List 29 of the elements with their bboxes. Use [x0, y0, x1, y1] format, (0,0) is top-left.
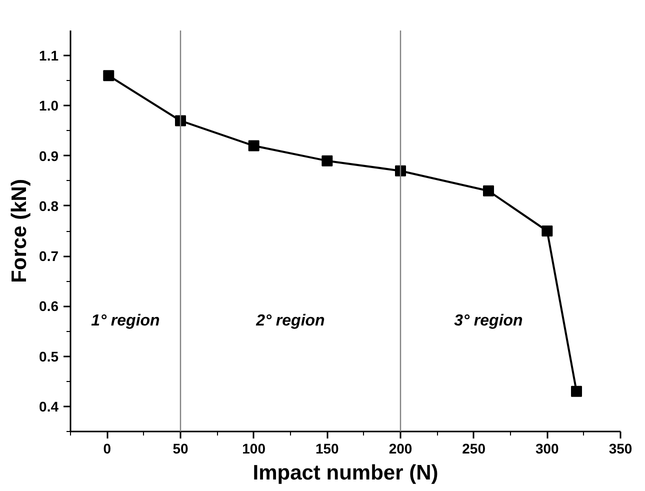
- point: [571, 386, 582, 397]
- x-tick-label: 300: [535, 440, 560, 456]
- x-tick-label: 250: [462, 440, 486, 456]
- point: [103, 70, 114, 82]
- x-axis-title: Impact number (N): [252, 462, 438, 484]
- y-tick-label: 0.8: [39, 198, 59, 214]
- y-tick-label: 0.6: [39, 298, 59, 314]
- point: [542, 226, 553, 236]
- x-tick-label: 150: [315, 440, 340, 456]
- point: [483, 185, 494, 196]
- x-tick-label: 100: [242, 440, 266, 456]
- y-tick-label: 0.7: [39, 248, 59, 264]
- annotation: 2° region: [255, 312, 326, 330]
- x-tick-label: 0: [103, 440, 112, 456]
- y-tick-label: 1.0: [39, 98, 59, 114]
- x-tick-label: 350: [608, 440, 632, 456]
- y-axis-title: Force (kN): [8, 179, 32, 283]
- point: [322, 155, 333, 166]
- x-tick-label: 200: [388, 440, 412, 456]
- annotation: 3° region: [454, 312, 524, 330]
- y-tick-label: 0.4: [39, 398, 59, 414]
- y-tick-label: 0.9: [39, 148, 59, 164]
- annotation: 1° region: [91, 312, 160, 330]
- y-tick-label: 0.5: [39, 348, 59, 364]
- y-tick-label: 1.1: [39, 48, 59, 64]
- point: [395, 165, 406, 176]
- point: [175, 115, 186, 126]
- point: [248, 140, 260, 152]
- x-tick-label: 50: [172, 440, 188, 456]
